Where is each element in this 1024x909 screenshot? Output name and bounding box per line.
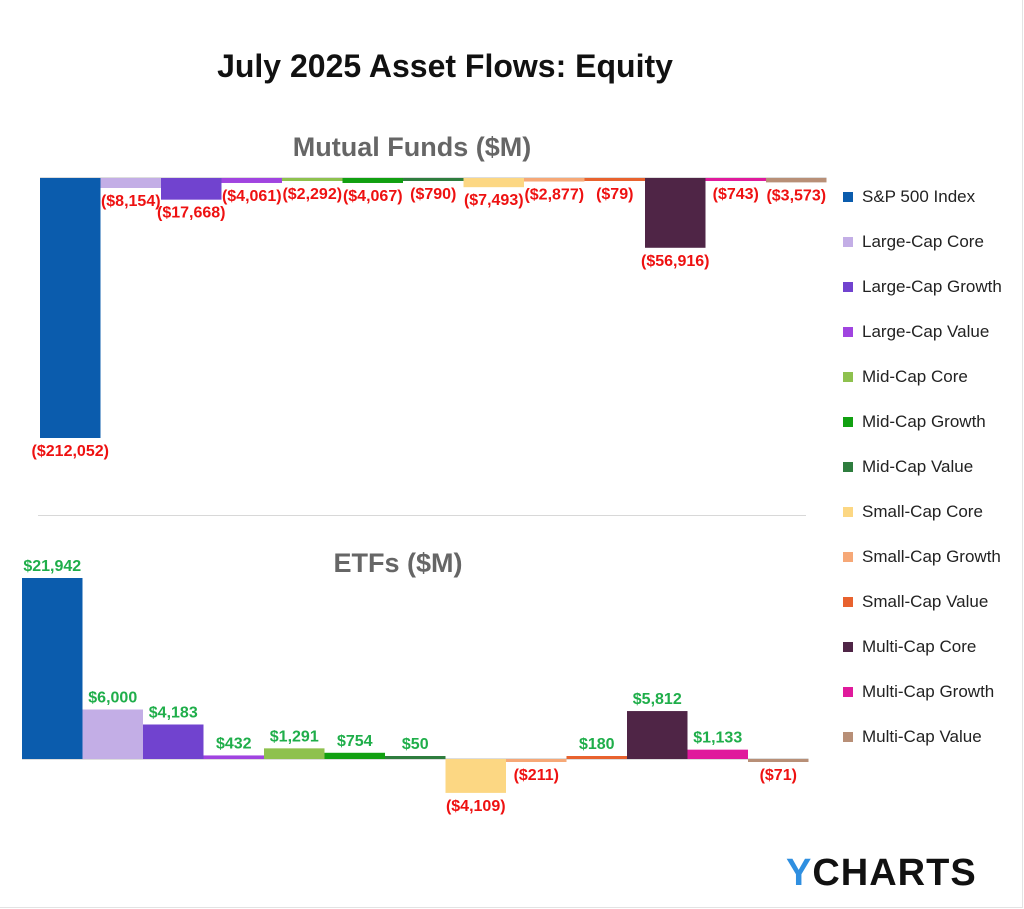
legend-swatch [843, 282, 853, 292]
legend-label: Large-Cap Growth [862, 277, 1002, 296]
mutual-funds-title: Mutual Funds ($M) [292, 132, 532, 162]
etf-bar-2 [143, 724, 204, 759]
etf-data-label-10: $5,812 [633, 691, 682, 708]
mf-data-label-11: ($743) [713, 186, 759, 203]
mf-bar-0 [40, 178, 101, 438]
etf-data-label-6: $50 [402, 736, 429, 753]
mf-data-label-4: ($2,292) [282, 186, 342, 203]
mf-bar-7 [463, 178, 524, 188]
legend-item: S&P 500 Index [843, 186, 975, 208]
legend-item: Mid-Cap Core [843, 366, 968, 388]
etf-bar-12 [748, 759, 809, 762]
mf-bar-11 [705, 178, 766, 181]
legend-label: Multi-Cap Growth [862, 682, 995, 701]
etf-bar-5 [324, 752, 385, 759]
legend-item: Large-Cap Value [843, 321, 989, 343]
mf-bar-6 [403, 178, 464, 181]
etf-data-label-8: ($211) [514, 767, 559, 784]
legend-swatch [843, 192, 853, 202]
mf-data-label-3: ($4,061) [222, 188, 282, 205]
mf-data-label-6: ($790) [410, 186, 456, 203]
mf-data-label-7: ($7,493) [464, 192, 524, 209]
mf-data-label-9: ($79) [596, 186, 633, 203]
legend-label: Large-Cap Value [862, 322, 990, 341]
etf-bar-8 [506, 759, 567, 762]
mf-data-label-10: ($56,916) [641, 253, 710, 270]
legend-swatch [843, 597, 853, 607]
etf-bar-3 [203, 755, 264, 759]
panel-divider [38, 515, 806, 516]
etfs-title: ETFs ($M) [333, 548, 463, 578]
etf-data-label-1: $6,000 [88, 690, 137, 707]
legend-swatch [843, 507, 853, 517]
mf-data-label-2: ($17,668) [157, 205, 226, 222]
mf-bar-10 [645, 178, 706, 248]
legend-label: Small-Cap Value [862, 592, 989, 611]
etf-bar-1 [82, 709, 143, 759]
mf-bar-12 [766, 178, 827, 183]
etf-data-label-0: $21,942 [23, 558, 81, 575]
legend-item: Large-Cap Growth [843, 276, 1002, 298]
legend-label: Small-Cap Core [862, 502, 983, 521]
etf-data-label-3: $432 [216, 735, 252, 752]
legend-label: S&P 500 Index [862, 187, 976, 206]
legend-item: Small-Cap Growth [843, 546, 1001, 568]
chart-title: July 2025 Asset Flows: Equity [217, 48, 673, 84]
legend-swatch [843, 237, 853, 247]
legend-swatch [843, 327, 853, 337]
legend-swatch [843, 642, 853, 652]
etf-data-label-4: $1,291 [270, 728, 319, 745]
legend-item: Multi-Cap Growth [843, 681, 994, 703]
legend-label: Multi-Cap Core [862, 637, 977, 656]
etf-data-label-12: ($71) [760, 767, 797, 784]
legend-item: Multi-Cap Value [843, 726, 982, 748]
etf-data-label-9: $180 [579, 736, 615, 753]
legend-label: Mid-Cap Growth [862, 412, 986, 431]
legend-item: Large-Cap Core [843, 231, 984, 253]
etf-bar-0 [22, 578, 83, 759]
legend-label: Small-Cap Growth [862, 547, 1001, 566]
mf-data-label-12: ($3,573) [766, 187, 826, 204]
legend-swatch [843, 552, 853, 562]
legend-label: Large-Cap Core [862, 232, 984, 251]
etf-bar-4 [264, 748, 325, 759]
etf-bar-11 [687, 749, 748, 759]
legend-label: Mid-Cap Core [862, 367, 968, 386]
legend-item: Multi-Cap Core [843, 636, 976, 658]
ycharts-logo: YCHARTS [786, 852, 977, 894]
legend-swatch [843, 732, 853, 742]
etf-data-label-2: $4,183 [149, 704, 198, 721]
legend-label: Multi-Cap Value [862, 727, 982, 746]
etf-bar-6 [385, 756, 446, 759]
legend-item: Small-Cap Core [843, 501, 983, 523]
legend-swatch [843, 462, 853, 472]
etf-bar-10 [627, 711, 688, 759]
mf-bar-2 [161, 178, 222, 200]
etf-data-label-5: $754 [337, 733, 373, 750]
legend-item: Small-Cap Value [843, 591, 988, 613]
legend-swatch [843, 372, 853, 382]
legend-swatch [843, 417, 853, 427]
etf-data-label-11: $1,133 [693, 730, 742, 747]
legend-item: Mid-Cap Value [843, 456, 973, 478]
mf-data-label-8: ($2,877) [524, 187, 584, 204]
mf-bar-3 [221, 178, 282, 183]
mf-data-label-0: ($212,052) [32, 443, 109, 460]
mf-bar-4 [282, 178, 343, 181]
mf-data-label-5: ($4,067) [343, 188, 403, 205]
mf-bar-9 [584, 178, 645, 181]
mf-bar-8 [524, 178, 585, 182]
legend-item: Mid-Cap Growth [843, 411, 986, 433]
legend-swatch [843, 687, 853, 697]
etf-data-label-7: ($4,109) [446, 798, 506, 815]
mf-data-label-1: ($8,154) [101, 193, 161, 210]
mf-bar-5 [342, 178, 403, 183]
legend-label: Mid-Cap Value [862, 457, 974, 476]
mf-bar-1 [100, 178, 161, 188]
etf-bar-9 [566, 756, 627, 759]
etf-bar-7 [445, 759, 506, 793]
